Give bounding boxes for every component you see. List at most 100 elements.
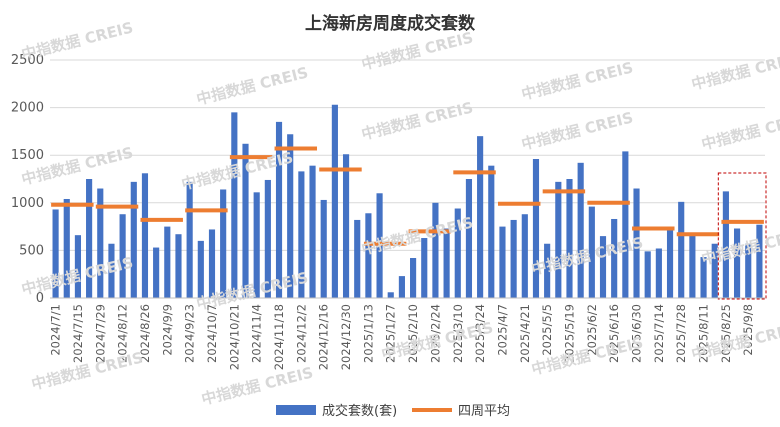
bar (108, 243, 115, 298)
x-tick-label: 2024/9/23 (183, 304, 197, 363)
x-tick-label: 2025/7/14 (652, 304, 666, 363)
bar (365, 213, 372, 298)
y-tick-label: 1500 (11, 148, 44, 163)
x-tick-label: 2024/12/2 (294, 304, 308, 363)
bar (331, 104, 338, 298)
bar (722, 191, 729, 298)
bar (354, 219, 361, 298)
x-tick-label: 2024/10/21 (227, 304, 241, 370)
bar (622, 151, 629, 298)
x-tick-label: 2024/8/26 (138, 304, 152, 363)
x-tick-label: 2024/12/16 (317, 304, 331, 370)
x-tick-label: 2024/8/12 (116, 304, 130, 363)
bar (733, 228, 741, 298)
y-tick-label: 2500 (11, 53, 44, 68)
bar (678, 201, 685, 298)
bar (208, 229, 216, 298)
bar (410, 258, 417, 298)
bar (465, 179, 473, 298)
bar (421, 238, 428, 298)
x-tick-label: 2025/3/10 (451, 304, 465, 363)
bar (387, 292, 394, 298)
bar (320, 199, 327, 298)
bar (86, 179, 93, 298)
bar (611, 218, 618, 298)
bar (164, 226, 171, 298)
bar (700, 257, 707, 298)
bar (655, 248, 662, 298)
bar (588, 206, 595, 298)
bar (342, 154, 350, 298)
bar (175, 234, 182, 298)
bar (488, 165, 495, 298)
bar (220, 189, 227, 298)
bar (454, 208, 461, 298)
bar (521, 214, 528, 298)
y-tick-label: 1000 (11, 196, 44, 211)
x-tick-label: 2025/6/30 (630, 304, 644, 363)
bar (119, 214, 126, 298)
bar (689, 234, 696, 298)
x-tick-label: 2025/6/16 (607, 304, 621, 363)
x-tick-label: 2024/7/1 (49, 304, 63, 356)
bar (275, 121, 283, 298)
bar (141, 173, 149, 298)
x-tick-label: 2024/9/9 (160, 304, 174, 356)
bar (153, 247, 160, 298)
bar (443, 228, 450, 298)
x-tick-label: 2025/8/25 (719, 304, 733, 363)
bar (253, 192, 260, 298)
bar (756, 224, 763, 298)
bar (532, 159, 540, 298)
bar (599, 236, 607, 298)
chart-title: 上海新房周度成交套数 (305, 14, 475, 34)
bar (186, 181, 193, 298)
y-tick-label: 500 (19, 243, 44, 258)
x-tick-label: 2024/7/15 (71, 304, 85, 363)
x-tick-label: 2025/5/5 (540, 304, 554, 356)
x-tick-label: 2024/10/7 (205, 304, 219, 363)
bar (633, 188, 640, 298)
x-tick-label: 2025/5/19 (562, 304, 576, 363)
bar (499, 226, 506, 298)
bar (231, 112, 238, 298)
bar (63, 198, 70, 298)
x-tick-label: 2025/4/7 (495, 304, 509, 356)
bar (287, 134, 294, 298)
bar (544, 243, 551, 298)
bar (510, 219, 517, 298)
bar (745, 243, 752, 298)
x-tick-label: 2025/1/27 (384, 304, 398, 363)
x-tick-label: 2025/2/24 (428, 304, 442, 363)
bar (555, 181, 562, 298)
legend-bar-swatch (276, 405, 316, 415)
legend-label: 四周平均 (458, 404, 510, 419)
bar (398, 276, 405, 298)
y-tick-label: 0 (36, 291, 44, 306)
x-tick-label: 2025/7/28 (674, 304, 688, 363)
bar (577, 162, 584, 298)
highlight-box (717, 172, 767, 300)
x-tick-label: 2024/12/30 (339, 304, 353, 370)
bar (130, 181, 137, 298)
bar (242, 143, 249, 298)
bar (52, 209, 59, 298)
bar (711, 243, 718, 298)
x-tick-label: 2025/8/11 (697, 304, 711, 363)
bar (477, 136, 484, 298)
x-tick-label: 2025/1/13 (361, 304, 375, 363)
bar (197, 240, 204, 298)
bar (264, 179, 271, 298)
bar (74, 235, 82, 298)
x-tick-label: 2025/9/8 (741, 304, 755, 356)
x-tick-label: 2025/4/21 (518, 304, 532, 363)
x-tick-label: 2024/11/18 (272, 304, 286, 370)
x-tick-label: 2025/3/24 (473, 304, 487, 363)
bar (298, 171, 305, 298)
x-tick-label: 2025/2/10 (406, 304, 420, 363)
x-tick-label: 2024/7/29 (93, 304, 107, 363)
y-tick-label: 2000 (11, 101, 44, 116)
legend-label: 成交套数(套) (322, 403, 397, 419)
